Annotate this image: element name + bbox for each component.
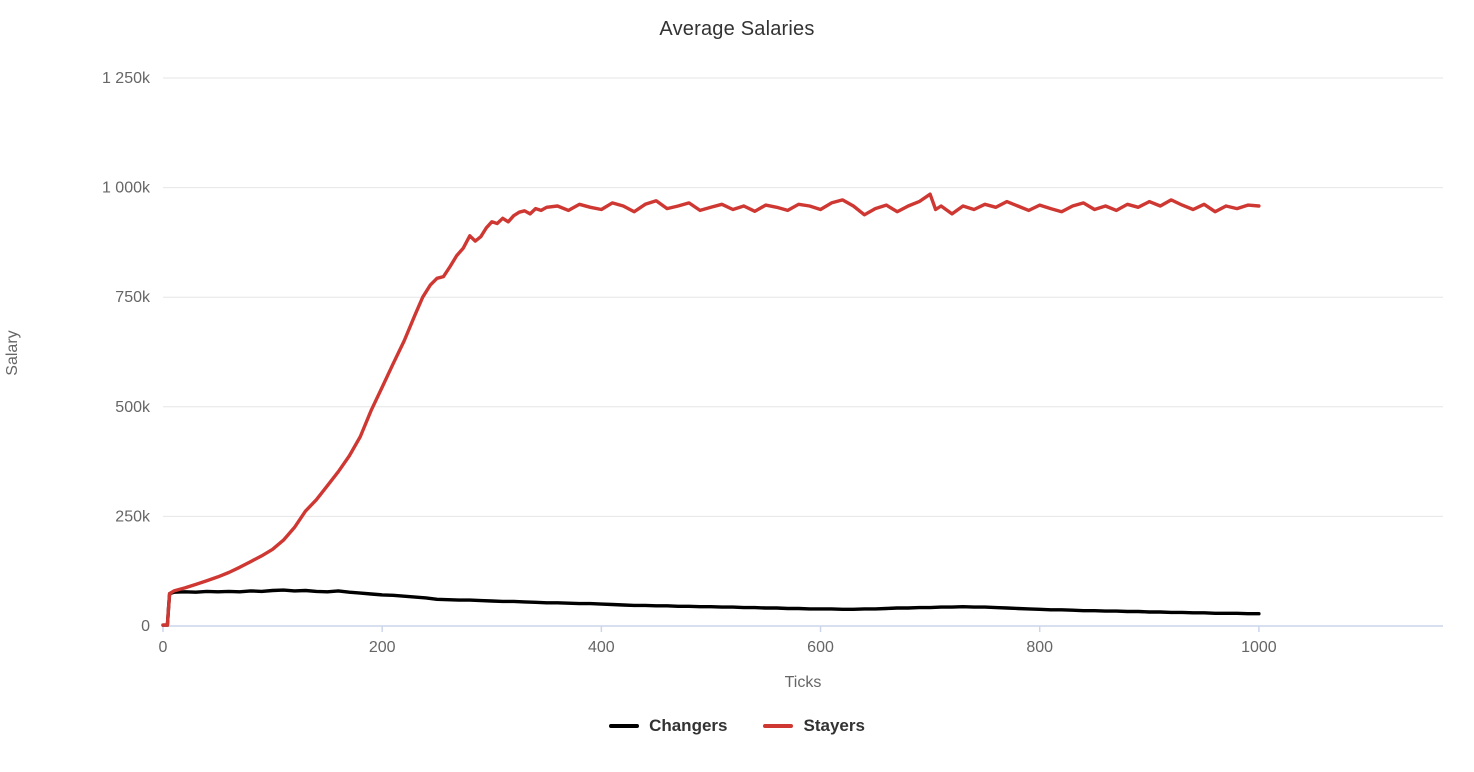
x-tick-label: 600	[807, 639, 834, 656]
legend-item-stayers[interactable]: Stayers	[763, 716, 865, 736]
legend-label-changers: Changers	[649, 716, 728, 735]
legend: Changers Stayers	[0, 716, 1474, 736]
legend-swatch-changers	[609, 724, 640, 728]
series-line-stayers[interactable]	[161, 192, 1261, 627]
chart-title: Average Salaries	[659, 18, 815, 40]
y-tick-label: 1 250k	[102, 70, 151, 87]
y-tick-label: 250k	[115, 508, 151, 525]
x-tick-label: 200	[369, 639, 396, 656]
x-tick-label: 1000	[1241, 639, 1277, 656]
legend-label-stayers: Stayers	[803, 716, 865, 735]
x-tick-label: 400	[588, 639, 615, 656]
x-tick-label: 0	[159, 639, 168, 656]
x-tick-label: 800	[1026, 639, 1053, 656]
legend-item-changers[interactable]: Changers	[609, 716, 727, 736]
y-tick-label: 500k	[115, 399, 151, 416]
y-tick-label: 1 000k	[102, 180, 151, 197]
y-tick-label: 0	[141, 618, 150, 635]
series-line-changers[interactable]	[161, 588, 1261, 627]
x-axis-title: Ticks	[784, 674, 822, 691]
y-tick-label: 750k	[115, 289, 151, 306]
legend-swatch-stayers	[763, 724, 794, 728]
